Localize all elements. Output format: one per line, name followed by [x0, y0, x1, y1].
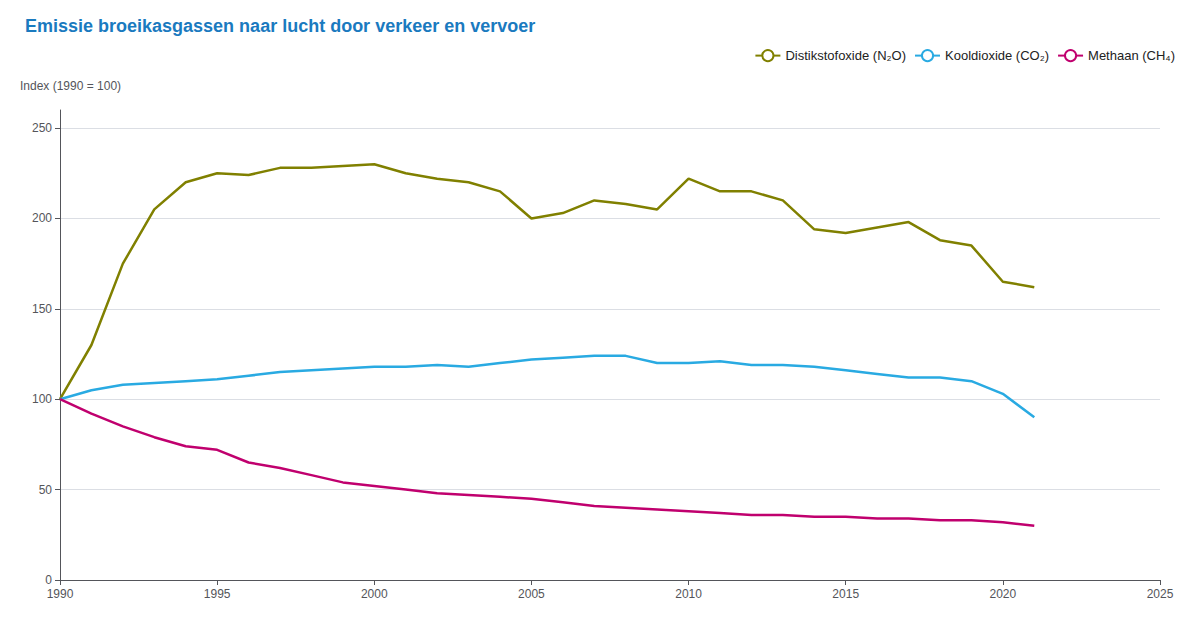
svg-text:1995: 1995: [204, 587, 231, 601]
svg-text:Kooldioxide (CO₂): Kooldioxide (CO₂): [945, 48, 1049, 63]
svg-text:100: 100: [32, 392, 52, 406]
svg-text:150: 150: [32, 302, 52, 316]
svg-text:Emissie broeikasgassen naar lu: Emissie broeikasgassen naar lucht door v…: [25, 16, 535, 36]
svg-text:2025: 2025: [1147, 587, 1174, 601]
svg-text:Distikstofoxide (N₂O): Distikstofoxide (N₂O): [785, 48, 906, 63]
svg-text:0: 0: [45, 573, 52, 587]
svg-text:2010: 2010: [675, 587, 702, 601]
svg-text:2015: 2015: [832, 587, 859, 601]
svg-text:50: 50: [39, 483, 53, 497]
svg-text:2000: 2000: [361, 587, 388, 601]
svg-text:2020: 2020: [990, 587, 1017, 601]
svg-text:Methaan (CH₄): Methaan (CH₄): [1088, 48, 1175, 63]
svg-text:2005: 2005: [518, 587, 545, 601]
svg-text:Index (1990 = 100): Index (1990 = 100): [20, 79, 121, 93]
svg-text:250: 250: [32, 121, 52, 135]
svg-text:200: 200: [32, 211, 52, 225]
svg-text:1990: 1990: [47, 587, 74, 601]
